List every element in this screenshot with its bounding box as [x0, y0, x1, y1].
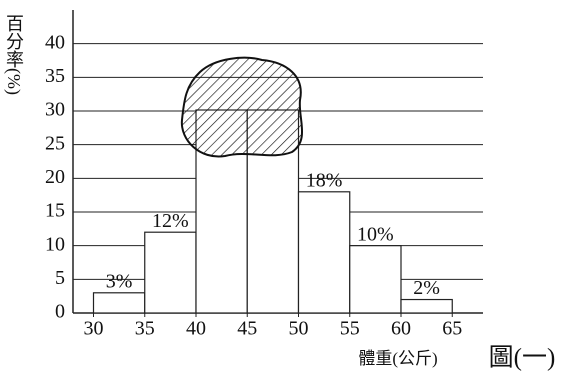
figure-label: 圖(一) — [489, 345, 556, 372]
value-label: 18% — [306, 169, 343, 191]
value-label: 2% — [413, 277, 440, 299]
x-axis-label: 體重(公斤) — [358, 349, 437, 368]
y-tick-label: 35 — [45, 65, 65, 87]
x-tick-label: 40 — [186, 318, 206, 340]
bar — [400, 298, 453, 314]
y-tick-label: 10 — [45, 233, 65, 255]
x-tick-label: 50 — [289, 318, 309, 340]
y-tick-label: 40 — [45, 31, 65, 53]
y-tick-label: 15 — [45, 200, 65, 222]
value-label: 10% — [357, 223, 394, 245]
bar — [92, 292, 146, 314]
x-tick-label: 35 — [135, 318, 155, 340]
value-label: 3% — [106, 270, 133, 292]
x-tick-label: 60 — [391, 318, 411, 340]
labels: 0 5 10 15 20 25 30 35 40 30 35 40 45 50 55 60 65 3% 12% 18%… — [45, 31, 462, 339]
y-tick-label: 20 — [45, 166, 65, 188]
bar — [144, 231, 197, 314]
x-tick-label: 55 — [340, 318, 360, 340]
y-tick-label: 30 — [45, 99, 65, 121]
value-label: 12% — [152, 210, 189, 232]
x-tick-label: 65 — [442, 318, 462, 340]
x-tick-label: 45 — [237, 318, 257, 340]
y-axis-label: 百分率(%) — [3, 14, 24, 95]
x-tick-label: 30 — [84, 318, 104, 340]
ink-blot — [180, 56, 304, 158]
y-tick-label: 25 — [45, 132, 65, 154]
y-tick-label: 5 — [55, 267, 65, 289]
y-tick-label: 0 — [55, 301, 65, 323]
bar — [349, 245, 402, 314]
bar — [297, 191, 351, 314]
